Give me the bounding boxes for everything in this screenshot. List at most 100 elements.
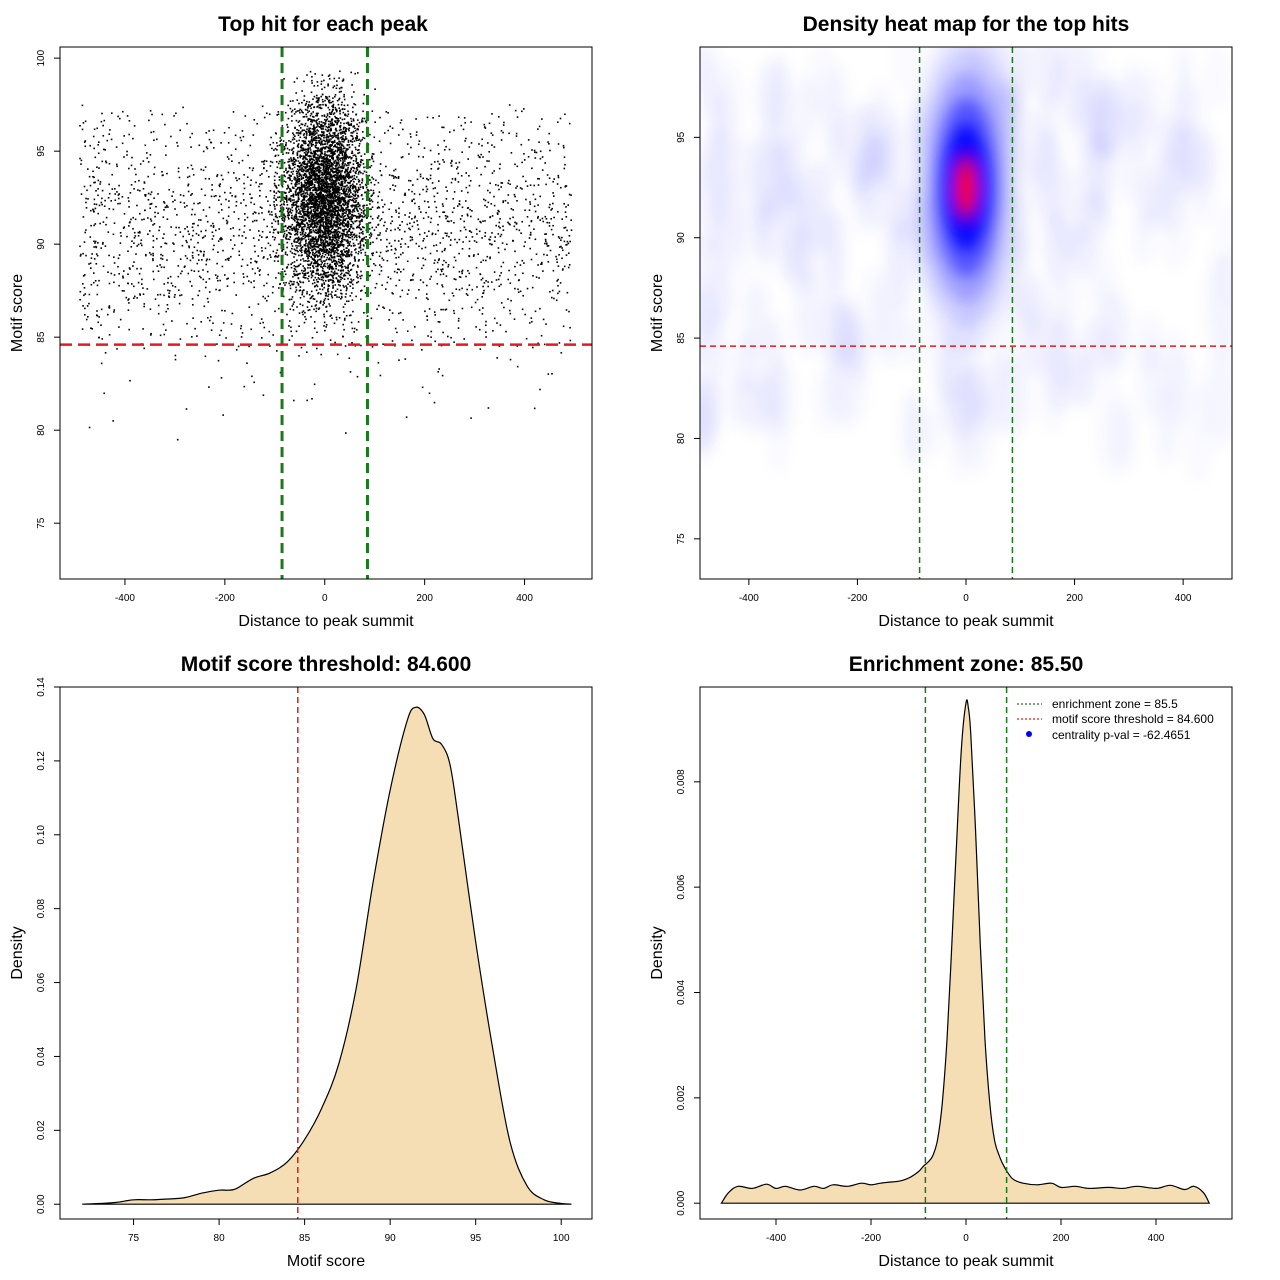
- scatter-point: [302, 233, 304, 235]
- scatter-point: [337, 166, 340, 168]
- scatter-point: [358, 224, 360, 227]
- scatter-point: [302, 265, 304, 267]
- scatter-point: [349, 285, 352, 287]
- scatter-point: [324, 227, 327, 230]
- scatter-point: [357, 280, 360, 283]
- scatter-point: [331, 218, 333, 221]
- scatter-point: [318, 149, 321, 152]
- scatter-point: [325, 272, 327, 274]
- scatter-point: [339, 124, 342, 127]
- scatter-point: [301, 292, 304, 294]
- scatter-point: [318, 258, 321, 261]
- scatter-point: [353, 331, 355, 333]
- scatter-point: [314, 196, 316, 199]
- scatter-point: [287, 238, 289, 240]
- scatter-point: [259, 189, 261, 192]
- scatter-point: [442, 237, 444, 239]
- scatter-point: [372, 160, 375, 163]
- scatter-point: [354, 220, 357, 223]
- scatter-point: [323, 147, 326, 150]
- scatter-point: [358, 145, 360, 147]
- scatter-point: [360, 211, 363, 214]
- scatter-point: [313, 195, 316, 198]
- scatter-point: [341, 80, 344, 82]
- scatter-point: [299, 224, 301, 227]
- scatter-point: [346, 170, 348, 173]
- scatter-point: [321, 171, 323, 174]
- scatter-point: [332, 189, 335, 192]
- scatter-point: [348, 215, 350, 218]
- scatter-point: [313, 279, 315, 281]
- scatter-point: [293, 228, 296, 231]
- scatter-point: [325, 222, 328, 224]
- scatter-point: [306, 351, 308, 353]
- scatter-point: [348, 196, 350, 198]
- scatter-point: [313, 106, 315, 109]
- scatter-point: [346, 221, 349, 224]
- scatter-point: [330, 204, 333, 206]
- scatter-point: [303, 169, 305, 171]
- scatter-point: [331, 184, 334, 186]
- scatter-point: [311, 119, 313, 121]
- scatter-point: [173, 243, 175, 245]
- scatter-point: [287, 216, 290, 219]
- scatter-point: [336, 263, 339, 265]
- scatter-point: [355, 168, 358, 170]
- scatter-point: [330, 217, 333, 220]
- scatter-point: [297, 144, 299, 146]
- scatter-point: [322, 241, 324, 244]
- scatter-point: [351, 144, 354, 146]
- scatter-point: [331, 206, 333, 208]
- scatter-point: [359, 275, 361, 278]
- scatter-point: [316, 162, 318, 164]
- scatter-point: [340, 122, 342, 124]
- scatter-point: [318, 123, 320, 125]
- scatter-point: [280, 203, 283, 206]
- scatter-point: [346, 223, 348, 225]
- scatter-point: [340, 201, 342, 203]
- scatter-point: [335, 127, 337, 130]
- scatter-point: [351, 150, 353, 153]
- scatter-point: [305, 242, 307, 245]
- scatter-point: [329, 243, 332, 245]
- scatter-point: [345, 240, 348, 242]
- scatter-point: [339, 131, 342, 134]
- scatter-point: [324, 265, 327, 268]
- scatter-point: [321, 283, 323, 285]
- scatter-point: [327, 199, 330, 202]
- scatter-point: [351, 198, 354, 201]
- scatter-point: [489, 182, 491, 185]
- scatter-point: [292, 132, 294, 134]
- scatter-point: [304, 192, 306, 194]
- scatter-point: [336, 233, 338, 235]
- scatter-point: [340, 152, 343, 154]
- scatter-point: [481, 237, 483, 239]
- scatter-point: [357, 226, 360, 229]
- scatter-point: [441, 250, 444, 253]
- scatter-point: [112, 420, 114, 422]
- scatter-point: [325, 176, 327, 178]
- scatter-point: [336, 162, 339, 165]
- scatter-point: [134, 295, 136, 298]
- scatter-point: [326, 172, 328, 175]
- scatter-point: [568, 264, 571, 266]
- scatter-point: [316, 347, 318, 350]
- scatter-point: [322, 239, 324, 242]
- scatter-point: [190, 213, 193, 216]
- scatter-point: [296, 129, 298, 131]
- scatter-point: [322, 200, 325, 203]
- scatter-point: [308, 194, 311, 197]
- scatter-point: [315, 243, 318, 245]
- scatter-point: [343, 190, 346, 192]
- scatter-point: [314, 224, 316, 226]
- scatter-point: [291, 115, 293, 117]
- scatter-point: [313, 383, 316, 386]
- scatter-point: [322, 132, 325, 135]
- scatter-point: [344, 114, 346, 116]
- scatter-point: [283, 148, 285, 151]
- scatter-point: [317, 292, 320, 294]
- scatter-point: [323, 245, 326, 248]
- scatter-point: [80, 253, 82, 256]
- scatter-point: [317, 134, 320, 137]
- scatter-point: [352, 178, 354, 181]
